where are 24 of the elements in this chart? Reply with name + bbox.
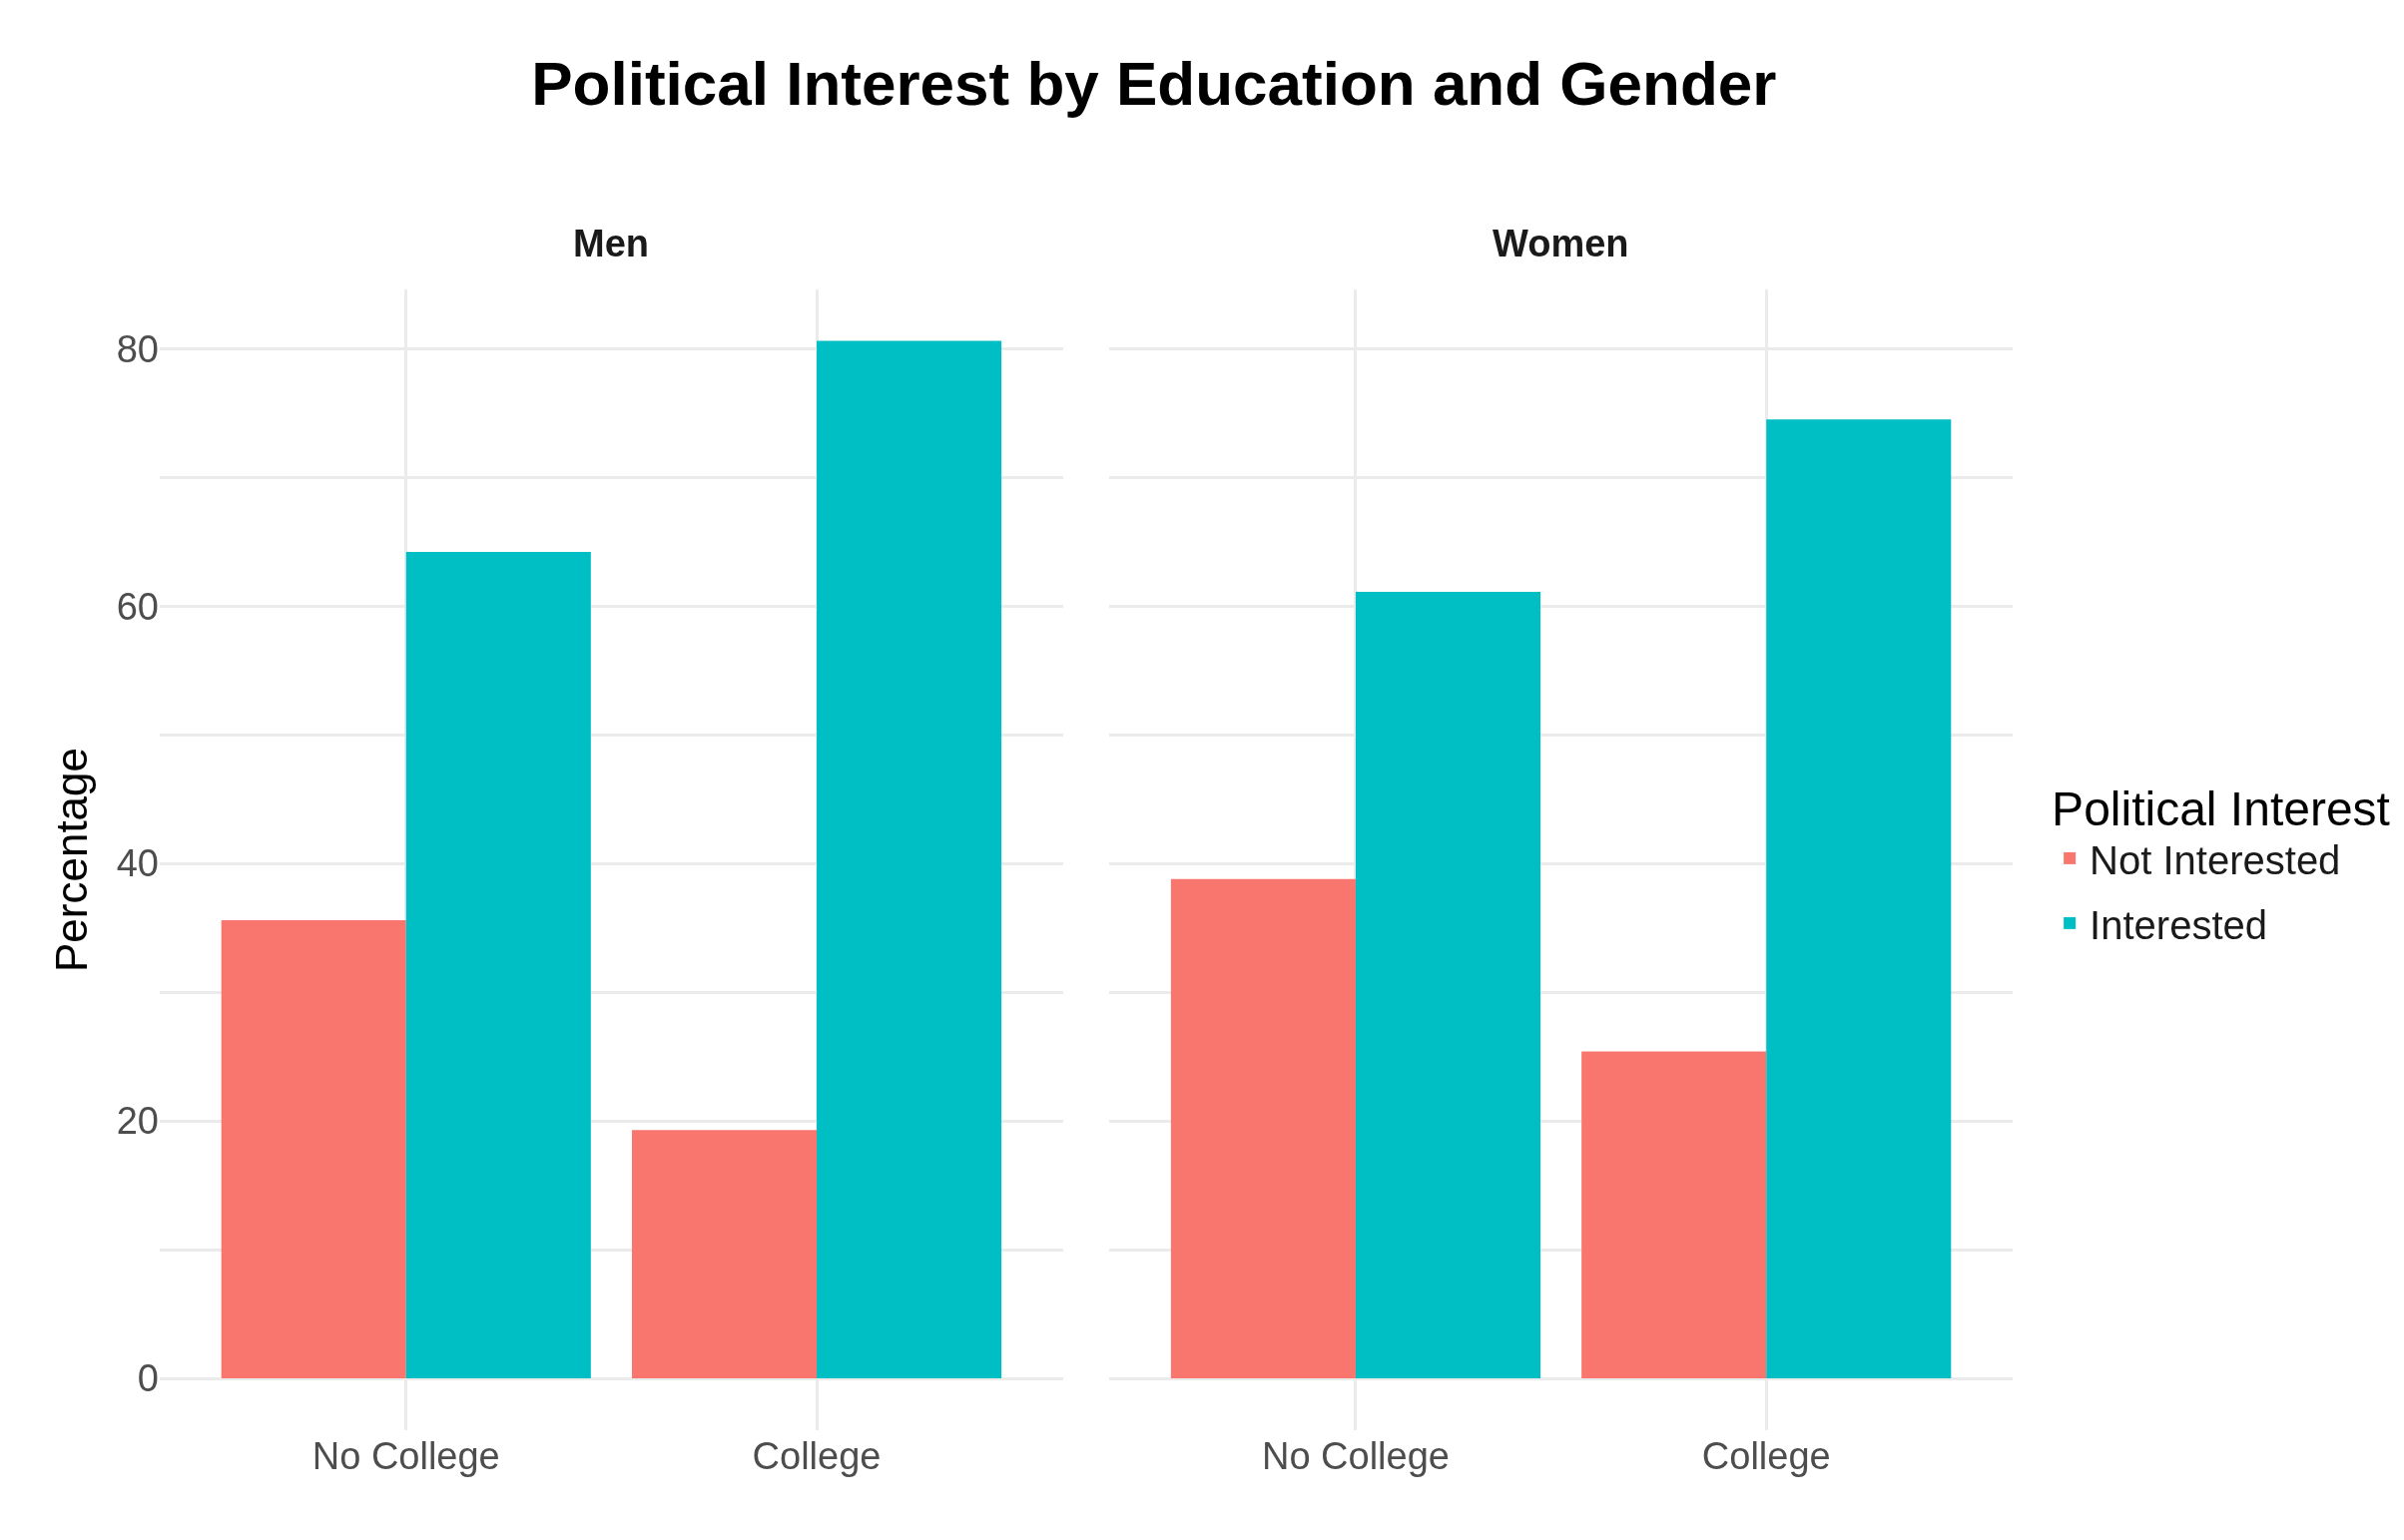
bar xyxy=(221,919,406,1379)
x-tick-label: No College xyxy=(311,1435,500,1477)
legend-label: Interested xyxy=(2090,902,2268,947)
bar xyxy=(1170,878,1356,1379)
y-tick-label: 20 xyxy=(116,1100,159,1143)
bar xyxy=(1766,419,1952,1379)
y-tick-label: 0 xyxy=(137,1357,159,1400)
legend-title: Political Interest xyxy=(2052,782,2390,836)
bar xyxy=(631,1130,818,1379)
bar xyxy=(817,340,1002,1379)
bar xyxy=(1355,592,1541,1379)
legend-label: Not Interested xyxy=(2090,837,2341,882)
x-tick-label: College xyxy=(752,1435,882,1477)
chart-title: Political Interest by Education and Gender xyxy=(531,49,1777,119)
y-tick-label: 40 xyxy=(116,842,159,885)
chart-subtitle: Men xyxy=(573,223,649,264)
bar xyxy=(405,552,591,1379)
x-tick-label: No College xyxy=(1261,1435,1450,1477)
y-axis-title: Percentage xyxy=(46,747,96,973)
bar xyxy=(1581,1051,1767,1379)
x-tick-label: College xyxy=(1701,1435,1831,1477)
y-tick-label: 80 xyxy=(116,327,159,370)
y-tick-label: 60 xyxy=(116,585,159,628)
chart-subtitle: Women xyxy=(1493,223,1629,264)
